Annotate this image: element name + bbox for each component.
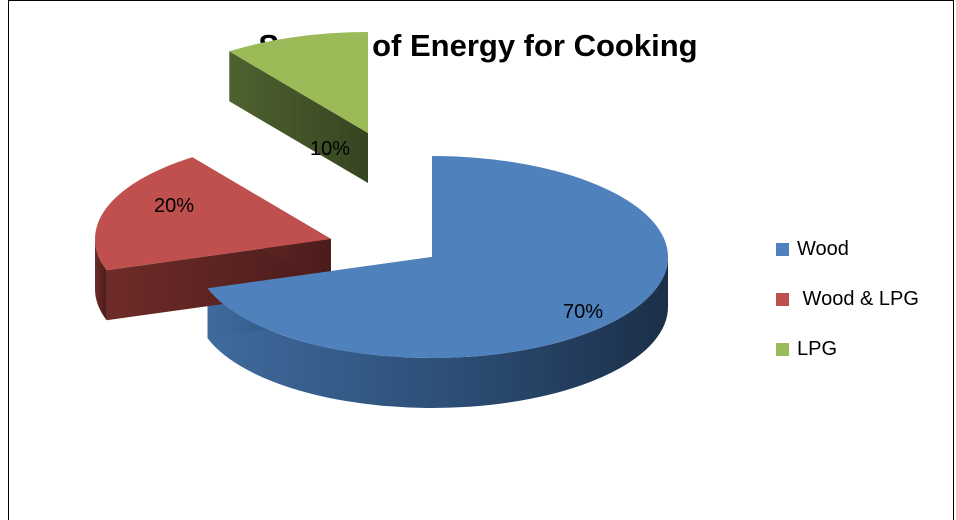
legend-label-wood-lpg: Wood & LPG <box>797 287 919 310</box>
legend-item-wood-lpg: Wood & LPG <box>776 274 919 324</box>
legend-item-wood: Wood <box>776 224 919 274</box>
data-label-lpg: 10% <box>310 138 350 160</box>
pie-slice-wall-lpg <box>229 51 368 184</box>
pie-slice-wood-lpg <box>94 157 331 271</box>
pie-slice-wall-wood-lpg <box>106 239 331 321</box>
pie-slice-lpg <box>229 32 368 133</box>
data-label-wood: 70% <box>563 301 603 323</box>
legend-swatch-wood <box>776 242 789 256</box>
pie-slice-wood <box>207 156 668 358</box>
legend-label-wood: Wood <box>797 237 849 260</box>
legend-item-lpg: LPG <box>776 324 919 374</box>
legend-label-lpg: LPG <box>797 337 838 360</box>
pie-slice-side-wood-lpg <box>95 239 107 321</box>
legend-swatch-wood-lpg <box>776 292 789 306</box>
data-label-wood-lpg: 20% <box>154 195 194 217</box>
pie-slice-side-wood <box>207 257 668 408</box>
chart-legend: Wood Wood & LPG LPG <box>776 224 919 374</box>
legend-swatch-lpg <box>776 342 789 356</box>
